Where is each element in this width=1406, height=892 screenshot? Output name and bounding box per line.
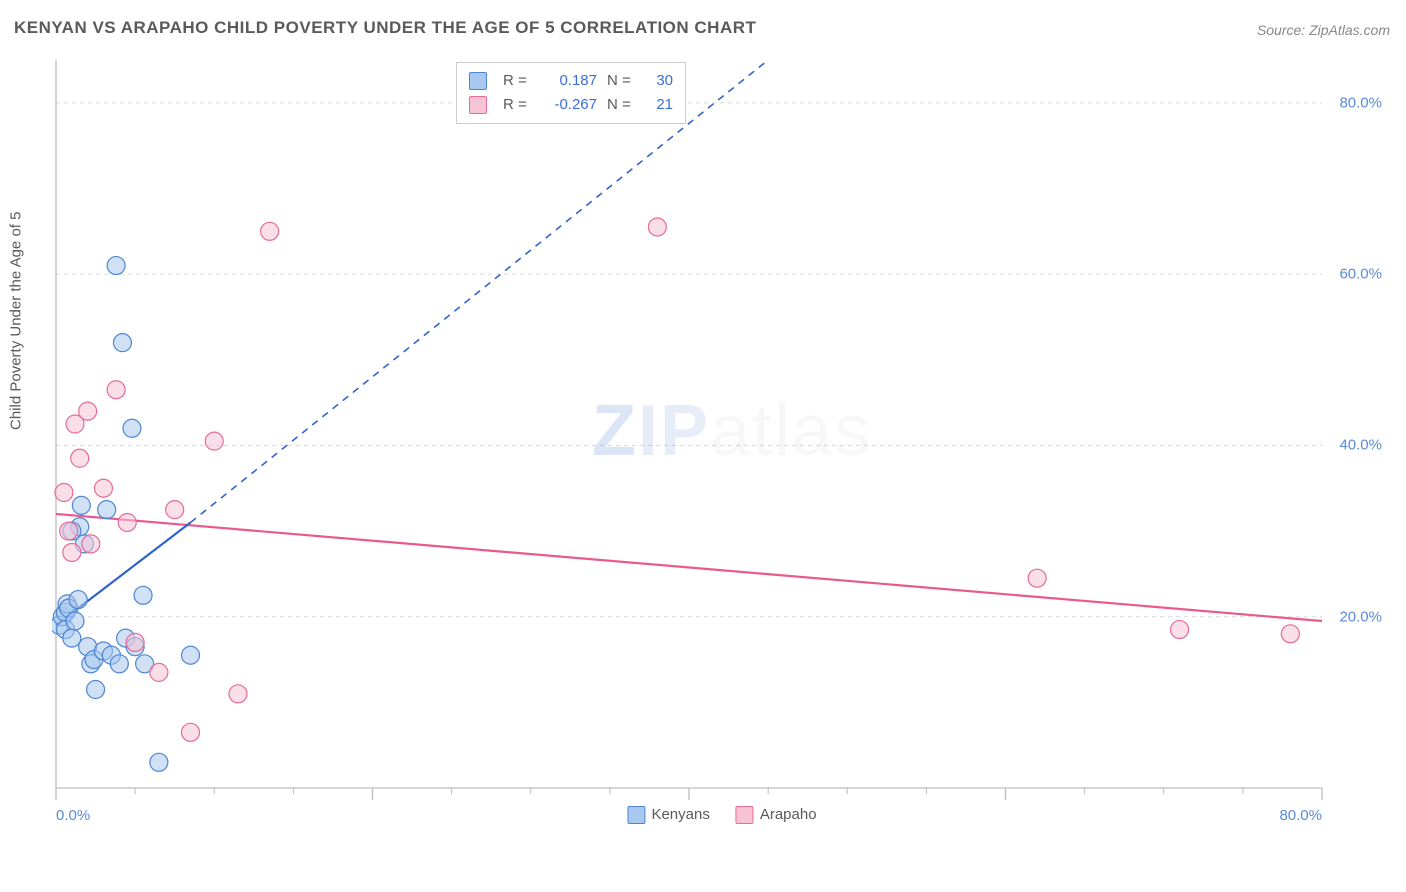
stats-n-value: 21 <box>645 93 673 117</box>
stats-legend-row: R = -0.267 N = 21 <box>469 93 673 117</box>
stats-r-label: R = <box>503 93 531 117</box>
stats-legend: R = 0.187 N = 30 R = -0.267 N = 21 <box>456 62 686 124</box>
plot-area: ZIPatlas R =0.187N =30R =-0.267N =21 Ken… <box>52 50 1392 830</box>
y-tick-label: 40.0% <box>1339 437 1382 454</box>
stats-r-value: -0.267 <box>541 93 597 117</box>
x-tick-label: 0.0% <box>56 807 90 824</box>
footer-legend: Kenyans Arapaho <box>627 806 816 824</box>
source-label: Source: ZipAtlas.com <box>1257 22 1390 38</box>
y-tick-label: 20.0% <box>1339 608 1382 625</box>
stats-r-value: 0.187 <box>541 69 597 93</box>
stats-n-label: N = <box>607 93 635 117</box>
footer-legend-item: Arapaho <box>736 806 817 824</box>
y-tick-label: 60.0% <box>1339 266 1382 283</box>
legend-swatch <box>736 806 754 824</box>
footer-legend-label: Arapaho <box>760 806 817 823</box>
x-tick-label: 80.0% <box>1279 807 1322 824</box>
legend-swatch <box>469 72 487 90</box>
chart-title: KENYAN VS ARAPAHO CHILD POVERTY UNDER TH… <box>14 18 756 38</box>
stats-r-label: R = <box>503 69 531 93</box>
stats-n-label: N = <box>607 69 635 93</box>
footer-legend-item: Kenyans <box>627 806 709 824</box>
stats-n-value: 30 <box>645 69 673 93</box>
footer-legend-label: Kenyans <box>651 806 709 823</box>
legend-swatch <box>469 96 487 114</box>
stats-legend-row: R = 0.187 N = 30 <box>469 69 673 93</box>
chart-svg <box>52 50 1392 830</box>
y-axis-label: Child Poverty Under the Age of 5 <box>8 212 25 430</box>
y-tick-label: 80.0% <box>1339 94 1382 111</box>
legend-swatch <box>627 806 645 824</box>
